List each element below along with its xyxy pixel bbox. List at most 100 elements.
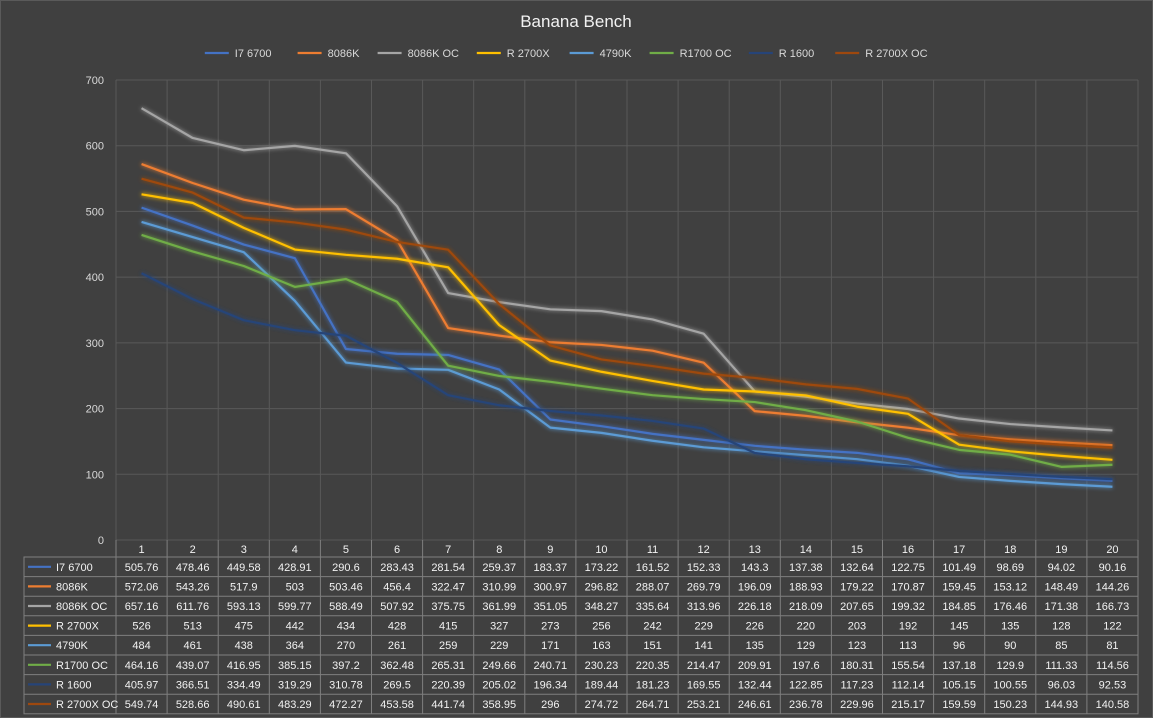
table-cell: 123 <box>848 640 866 652</box>
table-cell: 173.22 <box>585 562 619 574</box>
table-cell: 281.54 <box>431 562 465 574</box>
table-cell: 183.37 <box>534 562 568 574</box>
table-cell: 81 <box>1106 640 1118 652</box>
x-tick-label: 9 <box>547 544 553 556</box>
table-cell: 171.38 <box>1045 601 1079 613</box>
table-cell: 98.69 <box>996 562 1024 574</box>
table-cell: 449.58 <box>227 562 261 574</box>
legend-label: 4790K <box>600 48 632 60</box>
y-tick-label: 500 <box>86 206 104 218</box>
legend-entry-r-2700x-oc: R 2700X OC <box>835 48 928 60</box>
table-cell: 300.97 <box>534 581 568 593</box>
legend-label: R 2700X <box>507 48 550 60</box>
table-cell: 184.85 <box>942 601 976 613</box>
table-cell: 364 <box>286 640 304 652</box>
table-cell: 159.59 <box>942 699 976 711</box>
table-cell: 599.77 <box>278 601 312 613</box>
table-cell: 351.05 <box>534 601 568 613</box>
legend-entry-r-2700x: R 2700X <box>476 48 550 60</box>
table-row-r-2700x-oc: R 2700X OC 549.74 528.66 490.61 483.29 472.27… <box>28 699 1129 711</box>
table-cell: 472.27 <box>329 699 363 711</box>
x-tick-label: 13 <box>749 544 761 556</box>
legend-label: 8086K <box>328 48 360 60</box>
table-row-i7-6700: I7 6700 505.76 478.46 449.58 428.91 290.6 283.… <box>28 562 1126 574</box>
table-cell: 230.23 <box>585 660 619 672</box>
table-cell: 226.18 <box>738 601 772 613</box>
table-cell: 148.49 <box>1045 581 1079 593</box>
x-tick-label: 8 <box>496 544 502 556</box>
series-line-8086k-oc <box>140 107 1113 432</box>
legend-entry-4790k: 4790K <box>569 48 632 60</box>
table-cell: 503.46 <box>329 581 363 593</box>
table-cell: 313.96 <box>687 601 721 613</box>
legend-label: I7 6700 <box>235 48 272 60</box>
x-tick-label: 16 <box>902 544 914 556</box>
x-tick-label: 5 <box>343 544 349 556</box>
table-cell: 310.99 <box>482 581 516 593</box>
x-tick-label: 6 <box>394 544 400 556</box>
table-cell: 456.4 <box>383 581 411 593</box>
table-row-8086k: 8086K 572.06 543.26 517.9 503 503.46 456.4 322.… <box>28 581 1129 593</box>
table-cell: 218.09 <box>789 601 823 613</box>
x-tick-label: 2 <box>190 544 196 556</box>
table-row-r-1600: R 1600 405.97 366.51 334.49 319.29 310.78 269.… <box>28 679 1126 691</box>
table-cell: 348.27 <box>585 601 619 613</box>
table-cell: 92.53 <box>1099 679 1127 691</box>
legend-entry-r1700-oc: R1700 OC <box>649 48 732 60</box>
legend-label: R 2700X OC <box>865 48 927 60</box>
table-cell: 135 <box>1001 621 1019 633</box>
table-row-label: 4790K <box>56 640 88 652</box>
y-tick-label: 400 <box>86 272 104 284</box>
table-cell: 205.02 <box>482 679 516 691</box>
table-cell: 253.21 <box>687 699 721 711</box>
table-cell: 361.99 <box>482 601 516 613</box>
table-cell: 94.02 <box>1048 562 1076 574</box>
table-cell: 322.47 <box>431 581 465 593</box>
table-cell: 517.9 <box>230 581 258 593</box>
table-cell: 283.43 <box>380 562 414 574</box>
y-tick-label: 700 <box>86 75 104 87</box>
table-cell: 144.26 <box>1096 581 1130 593</box>
x-tick-label: 20 <box>1106 544 1118 556</box>
table-cell: 176.46 <box>993 601 1027 613</box>
table-cell: 453.58 <box>380 699 414 711</box>
table-cell: 528.66 <box>176 699 210 711</box>
table-cell: 143.3 <box>741 562 769 574</box>
x-tick-label: 14 <box>800 544 812 556</box>
table-row-4790k: 4790K 484 461 438 364 270 261 259 229 171 163 151 14… <box>28 640 1119 652</box>
table-cell: 129 <box>797 640 815 652</box>
table-cell: 290.6 <box>332 562 360 574</box>
series-line-r1700-oc <box>141 233 1113 468</box>
table-cell: 141 <box>694 640 712 652</box>
y-tick-label: 0 <box>98 535 104 547</box>
table-cell: 505.76 <box>125 562 159 574</box>
x-tick-label: 11 <box>647 544 658 556</box>
table-cell: 196.34 <box>534 679 568 691</box>
table-cell: 220.35 <box>636 660 670 672</box>
table-cell: 220.39 <box>431 679 465 691</box>
table-cell: 572.06 <box>125 581 159 593</box>
table-row-label: I7 6700 <box>56 562 93 574</box>
x-tick-label: 19 <box>1055 544 1067 556</box>
table-cell: 503 <box>286 581 304 593</box>
x-tick-label: 7 <box>445 544 451 556</box>
table-cell: 229.96 <box>840 699 874 711</box>
table-cell: 85 <box>1055 640 1067 652</box>
table-cell: 150.23 <box>993 699 1027 711</box>
table-cell: 428.91 <box>278 562 312 574</box>
table-cell: 96 <box>953 640 965 652</box>
x-tick-label: 3 <box>241 544 247 556</box>
table-cell: 240.71 <box>534 660 568 672</box>
table-cell: 288.07 <box>636 581 670 593</box>
table-row-r-2700x: R 2700X 526 513 475 442 434 428 415 327 273 256 242… <box>28 621 1122 633</box>
table-cell: 270 <box>337 640 355 652</box>
table-cell: 483.29 <box>278 699 312 711</box>
y-tick-label: 300 <box>86 338 104 350</box>
table-cell: 129.9 <box>996 660 1024 672</box>
table-cell: 478.46 <box>176 562 210 574</box>
table-cell: 137.18 <box>942 660 976 672</box>
y-tick-label: 600 <box>86 141 104 153</box>
table-cell: 229 <box>694 621 712 633</box>
table-cell: 439.07 <box>176 660 210 672</box>
